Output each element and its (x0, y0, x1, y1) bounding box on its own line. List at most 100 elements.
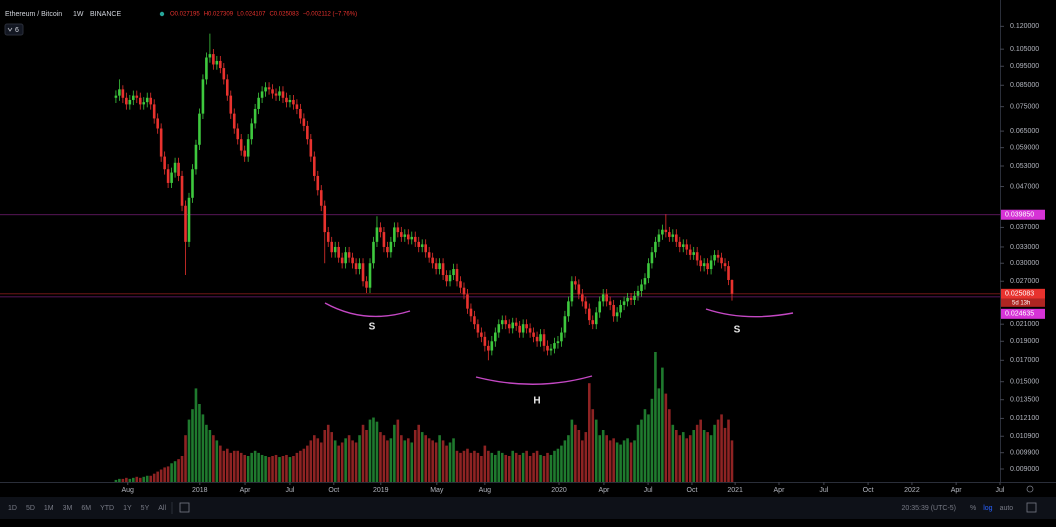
range-button[interactable]: 6M (81, 505, 91, 512)
candle-body (163, 156, 166, 170)
volume-bar (292, 456, 295, 482)
range-button[interactable]: 5D (26, 505, 35, 512)
annotation: H (533, 396, 540, 407)
volume-bar (274, 454, 278, 482)
volume-bar (507, 456, 511, 482)
volume-bar (695, 424, 699, 482)
volume-bar (187, 419, 191, 482)
volume-bar (594, 419, 598, 482)
volume-bar (236, 450, 240, 482)
x-tick-label: Apr (240, 487, 252, 494)
volume-bar (420, 432, 424, 482)
scale-button[interactable]: auto (1000, 505, 1014, 512)
price-label-box (1001, 288, 1045, 299)
candle-body (601, 294, 605, 302)
volume-bar (643, 409, 647, 482)
volume-bar (671, 424, 675, 482)
volume-bar (156, 471, 159, 482)
range-button[interactable]: YTD (100, 505, 114, 512)
candle-body (347, 252, 351, 258)
volume-bar (316, 438, 320, 482)
x-tick-label: 2021 (727, 487, 743, 494)
volume-bar (260, 454, 264, 482)
volume-bar (448, 442, 452, 482)
volume-bar (612, 438, 615, 482)
range-button[interactable]: 1D (8, 505, 17, 512)
candle-body (650, 252, 654, 264)
candle-body (250, 123, 253, 140)
candle-body (309, 139, 313, 157)
candle-body (333, 246, 337, 253)
candle-body (222, 68, 226, 80)
volume-bar (674, 430, 678, 482)
exchange: BINANCE (90, 11, 121, 18)
volume-bar (546, 452, 549, 482)
candle-body (340, 257, 344, 264)
symbol[interactable]: Ethereum / Bitcoin (5, 11, 62, 18)
y-tick-label: 0.075000 (1010, 104, 1039, 111)
annotation: S (734, 325, 741, 336)
settings-icon[interactable] (1026, 502, 1037, 513)
volume-bar (587, 383, 591, 482)
volume-bar (121, 478, 125, 482)
candle-body (626, 297, 629, 302)
volume-bar (441, 440, 445, 482)
volume-bar (253, 450, 257, 482)
volume-bar (664, 393, 668, 482)
volume-bar (615, 442, 619, 482)
candle-body (177, 162, 180, 176)
volume-bar (330, 432, 334, 482)
axis-settings-icon[interactable] (1026, 485, 1034, 493)
volume-bar (640, 419, 643, 482)
candle-body (434, 263, 438, 270)
volume-bar (163, 467, 166, 482)
volume-bar (344, 438, 347, 482)
candle-body (483, 336, 487, 346)
candle-body (260, 91, 264, 98)
candle-body (264, 87, 267, 92)
volume-bar (459, 452, 462, 482)
scale-button[interactable]: % (970, 505, 976, 512)
candle-body (567, 301, 570, 317)
volume-bar (208, 430, 212, 482)
volume-bar (271, 456, 274, 482)
candle-body (313, 156, 316, 176)
candle-body (316, 175, 320, 191)
volume-bar (212, 435, 215, 482)
candle-body (657, 234, 661, 242)
volume-bar (386, 440, 389, 482)
range-button[interactable]: All (158, 505, 166, 512)
volume-bar (382, 435, 386, 482)
volume-bar (138, 477, 142, 482)
annotation: S (369, 322, 376, 333)
legend-value: O0.027195 (170, 12, 200, 18)
volume-bar (518, 454, 521, 482)
volume-bar (438, 435, 441, 482)
range-button[interactable]: 3M (63, 505, 73, 512)
y-tick-label: 0.033000 (1010, 244, 1039, 251)
candle-body (720, 257, 723, 264)
candle-body (393, 227, 396, 242)
candle-body (232, 113, 236, 129)
candles-layer (114, 33, 734, 361)
calendar-icon[interactable] (179, 502, 190, 513)
x-tick-label: Oct (863, 487, 874, 494)
candle-body (615, 312, 619, 317)
volume-bar (681, 432, 685, 482)
range-button[interactable]: 1Y (123, 505, 132, 512)
y-tick-label: 0.027000 (1010, 278, 1039, 285)
range-button[interactable]: 5Y (141, 505, 150, 512)
volume-bar (309, 440, 313, 482)
volume-bar (730, 440, 734, 482)
candle-body (389, 241, 393, 253)
interval[interactable]: 1W (73, 11, 84, 18)
volume-bar (654, 352, 657, 482)
volume-bar (118, 478, 121, 482)
volume-bar (347, 435, 351, 482)
range-button[interactable]: 1M (44, 505, 54, 512)
volume-bar (319, 442, 323, 482)
scale-button[interactable]: log (983, 505, 992, 512)
price-label: 0.025083 (1005, 291, 1034, 298)
indicator-toggle[interactable] (4, 23, 24, 36)
candle-body (570, 281, 574, 302)
